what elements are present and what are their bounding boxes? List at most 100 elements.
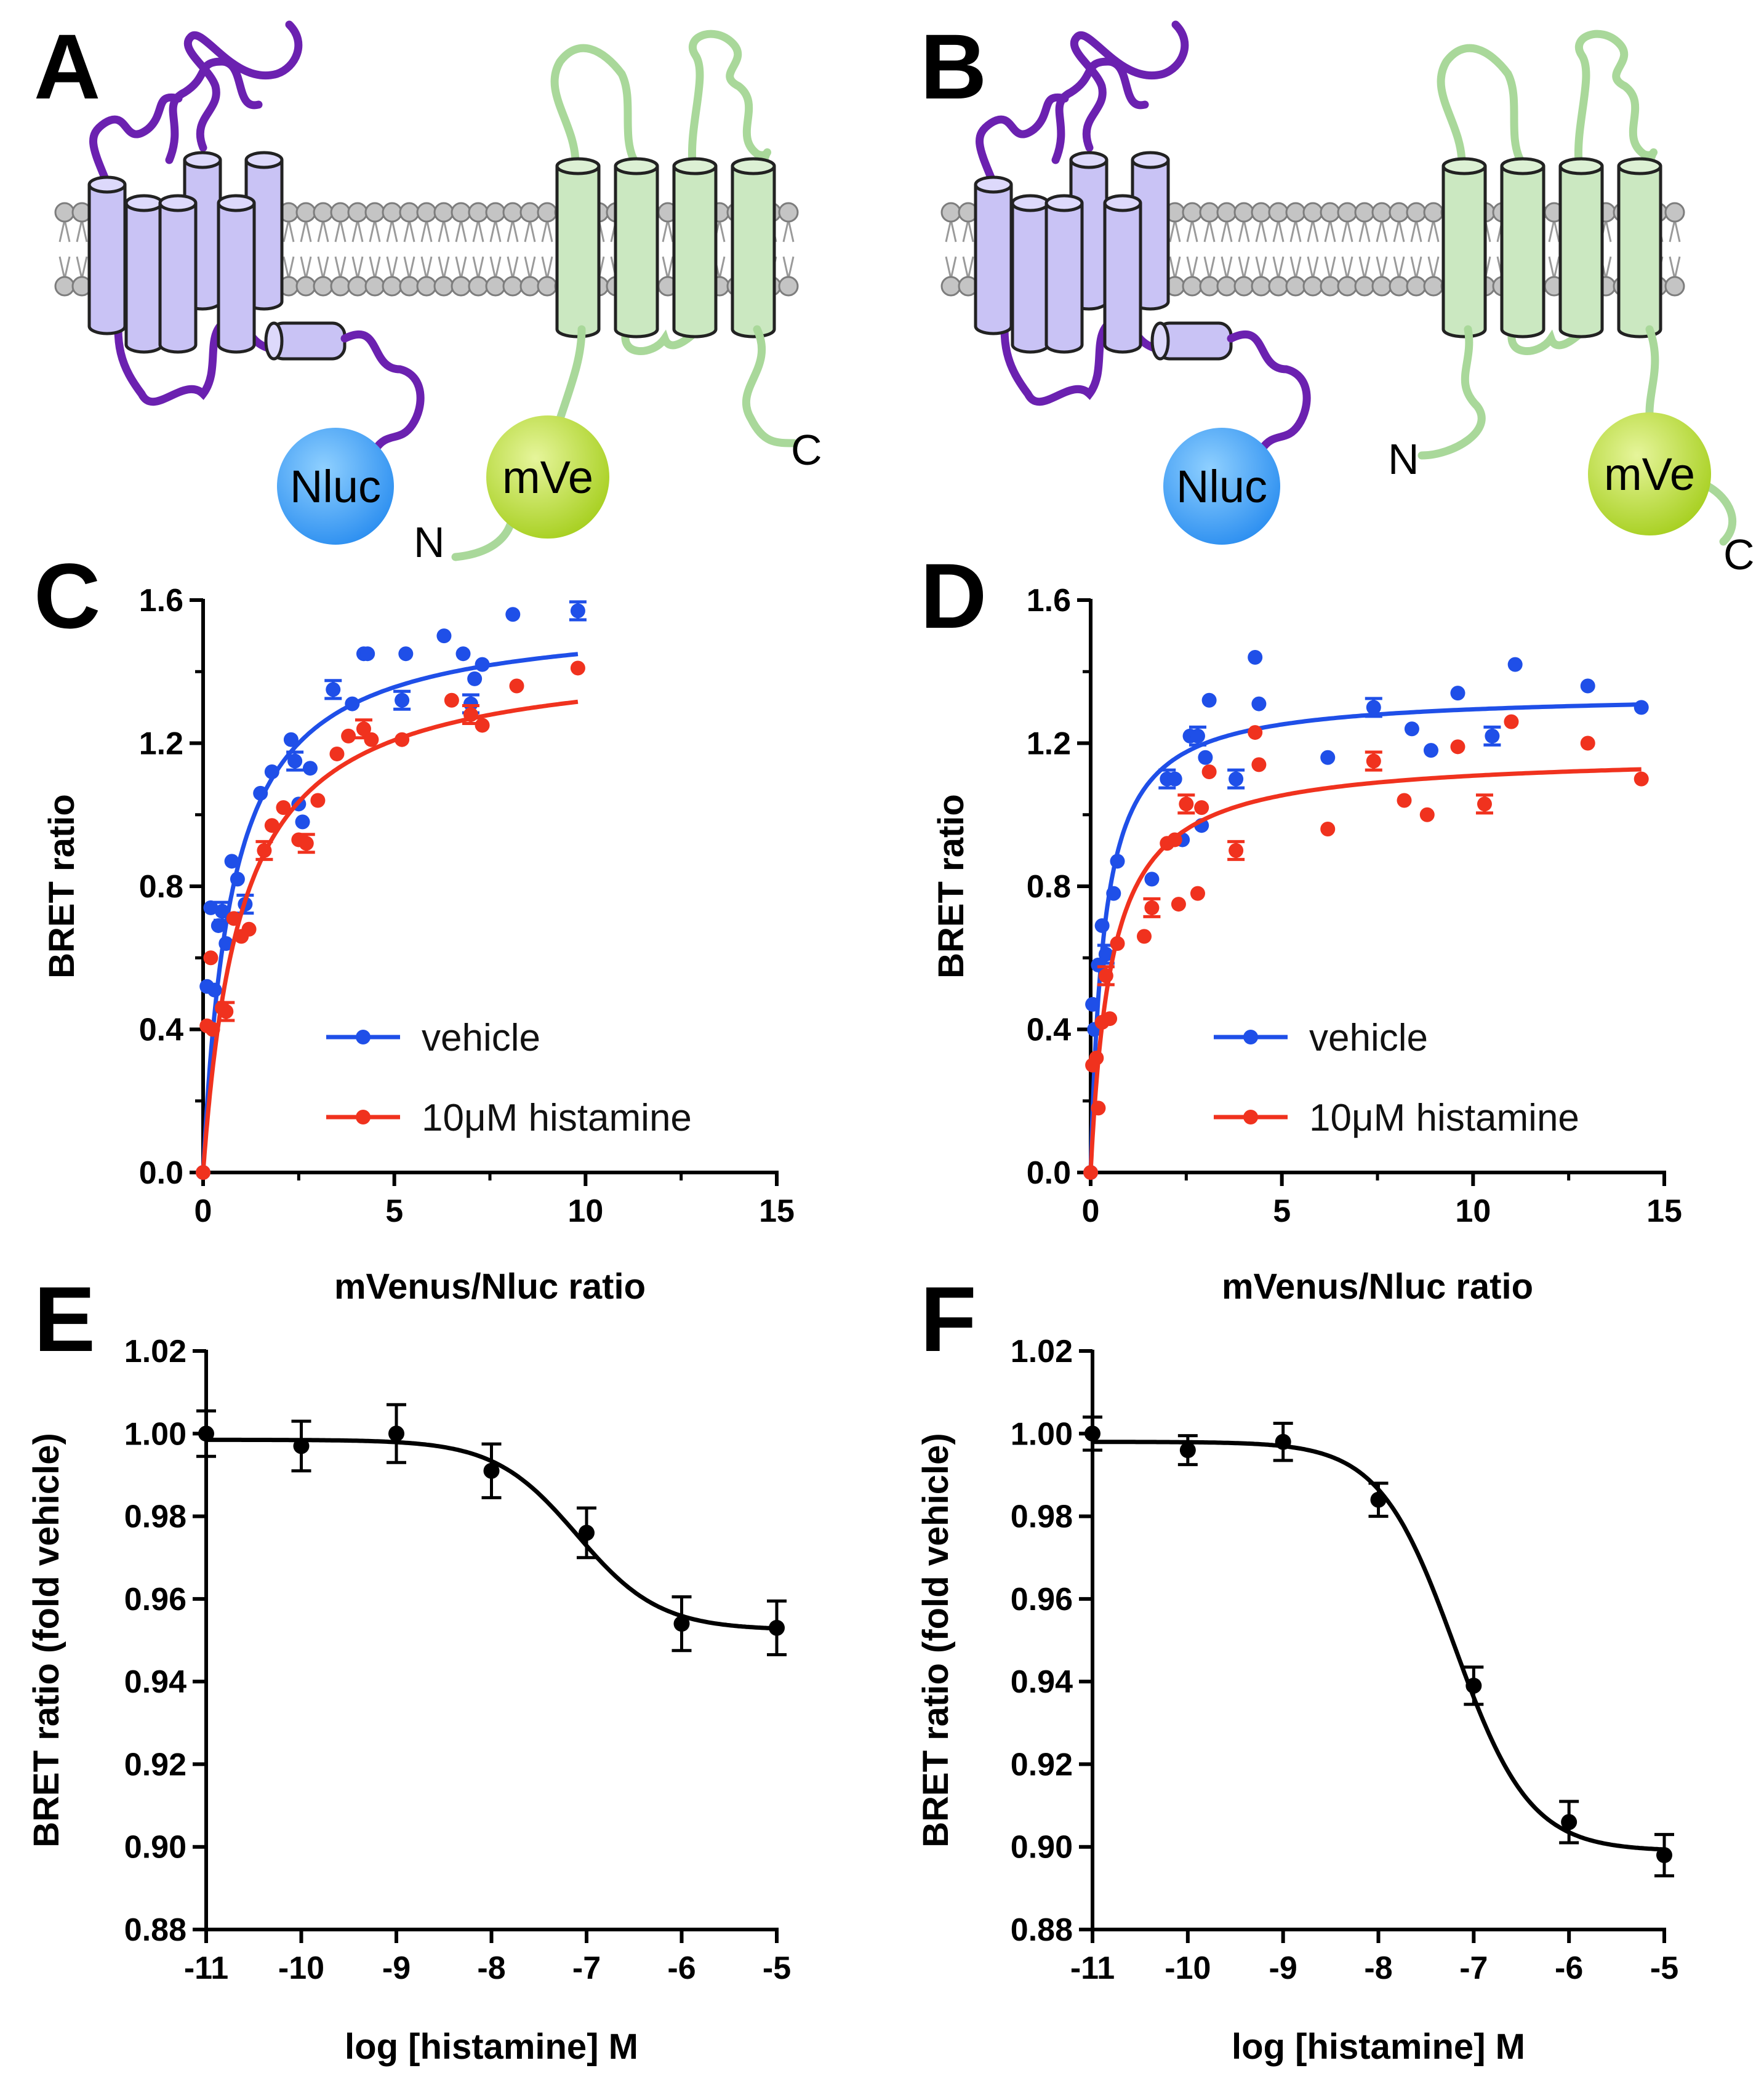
data-point-histamine [310,793,326,808]
fit-curve-vehicle [1088,702,1642,1173]
legend-marker-vehicle [1243,1030,1258,1044]
data-point [1561,1814,1578,1830]
data-point-vehicle [467,671,483,686]
data-point-vehicle [436,628,452,644]
data-point-vehicle [287,753,303,769]
data-point-vehicle [1450,686,1465,701]
data-point-vehicle [1144,872,1160,887]
data-point-histamine [257,843,272,858]
data-point-vehicle [1580,678,1595,694]
legend-label-vehicle: vehicle [422,1017,540,1059]
data-point-vehicle [1167,771,1182,787]
data-point-vehicle [283,732,299,747]
data-point-vehicle [215,904,230,919]
chart-d: 0 5 10 15 0.0 0.4 0.8 1.2 1.6 mVenus/Nluc ratio BR… [931,583,1682,1307]
x-tick-label: 5 [1273,1193,1291,1229]
data-point-histamine [1098,968,1113,984]
data-point-histamine [1144,900,1160,915]
data-point-vehicle [295,814,310,830]
fit-curve-histamine [201,699,579,1173]
y-tick-label: 0.92 [124,1747,186,1782]
x-axis-title: log [histamine] M [1232,2027,1525,2067]
y-tick-label: 0.88 [124,1912,186,1948]
data-point-vehicle [1190,728,1205,743]
acceptor-terminus-label: N [414,518,445,566]
chart-e: -11 -10 -9 -8 -7 -6 -5 0.88 0.90 0.92 0.94 0.96 0.98… [26,1334,791,2067]
x-tick-label: -6 [667,1950,696,1986]
fit-curve-vehicle [201,652,579,1173]
data-point-vehicle [455,646,471,662]
legend-marker-vehicle [356,1030,371,1044]
x-tick-label: -11 [184,1950,228,1986]
data-point [769,1619,785,1636]
diagram-b: Nluc mVe C N [940,20,1755,579]
data-point-histamine [444,692,459,708]
y-tick-label: 1.6 [1027,583,1071,619]
y-tick-label: 0.90 [124,1830,186,1866]
data-point [1084,1425,1100,1442]
data-point-histamine [203,950,218,966]
diagram-a: Nluc mVe N C [54,20,822,566]
y-tick-label: 0.98 [124,1499,186,1535]
x-axis-title: mVenus/Nluc ratio [1222,1267,1533,1307]
x-tick-label: 15 [759,1193,795,1229]
data-point-histamine [218,1004,234,1019]
data-point-histamine [1194,800,1209,816]
data-point-vehicle [1634,700,1649,715]
data-point-histamine [1190,886,1205,901]
data-point-histamine [570,660,585,676]
x-axis-title: log [histamine] M [345,2027,638,2067]
data-point-vehicle [1229,771,1244,787]
data-point-vehicle [463,696,478,711]
free-terminus-label: N [1388,435,1419,483]
data-point-histamine [1580,735,1595,751]
data-point [1465,1677,1482,1694]
y-tick-label: 0.8 [1027,869,1071,905]
free-terminus-label: C [791,426,822,474]
partner-receptor-icon [451,30,798,561]
legend-label-histamine: 10μM histamine [1309,1097,1579,1139]
data-point-histamine [1083,1165,1098,1180]
x-tick-label: -10 [278,1950,324,1986]
y-tick-label: 0.94 [1011,1664,1073,1700]
y-tick-label: 0.98 [1011,1499,1073,1535]
data-point-histamine [1366,753,1381,769]
data-point-histamine [356,721,371,737]
y-axis-title: BRET ratio [931,794,971,979]
nluc-label: Nluc [290,461,381,512]
y-tick-label: 0.4 [1027,1012,1071,1048]
y-tick-label: 0.8 [139,869,183,905]
y-tick-label: 1.6 [139,583,183,619]
x-tick-label: -7 [1459,1950,1488,1986]
data-point-vehicle [1366,700,1381,715]
chart-c: 0 5 10 15 0.0 0.4 0.8 1.2 1.6 mVenus/Nluc ratio BR… [42,583,795,1307]
data-point-histamine [241,921,257,937]
data-point-vehicle [264,764,279,779]
panel-letter-a: A [34,15,100,118]
data-point [579,1525,595,1541]
legend-marker-histamine [1243,1110,1258,1124]
data-point-vehicle [1251,696,1267,711]
data-point-histamine [205,1022,220,1037]
data-point-vehicle [224,854,239,869]
x-tick-label: 10 [567,1193,603,1229]
data-point-histamine [1504,714,1519,729]
data-point-histamine [1320,822,1336,836]
y-tick-label: 0.96 [1011,1582,1073,1617]
data-point-histamine [1251,757,1267,772]
data-point-vehicle [210,918,226,933]
data-point-histamine [364,732,379,747]
data-point-vehicle [1098,947,1113,962]
data-point-histamine [1091,1100,1106,1116]
data-point-histamine [1248,725,1263,740]
y-tick-label: 1.00 [1011,1416,1073,1452]
y-tick-label: 0.0 [1027,1155,1071,1191]
y-tick-label: 0.88 [1011,1912,1073,1948]
h1-receptor-icon [87,20,425,454]
data-point [673,1616,690,1632]
data-point-vehicle [1485,728,1500,743]
y-tick-label: 0.90 [1011,1830,1073,1866]
y-axis-title: BRET ratio (fold vehicle) [916,1433,956,1848]
x-tick-label: 5 [385,1193,403,1229]
legend-label-vehicle: vehicle [1309,1017,1428,1059]
